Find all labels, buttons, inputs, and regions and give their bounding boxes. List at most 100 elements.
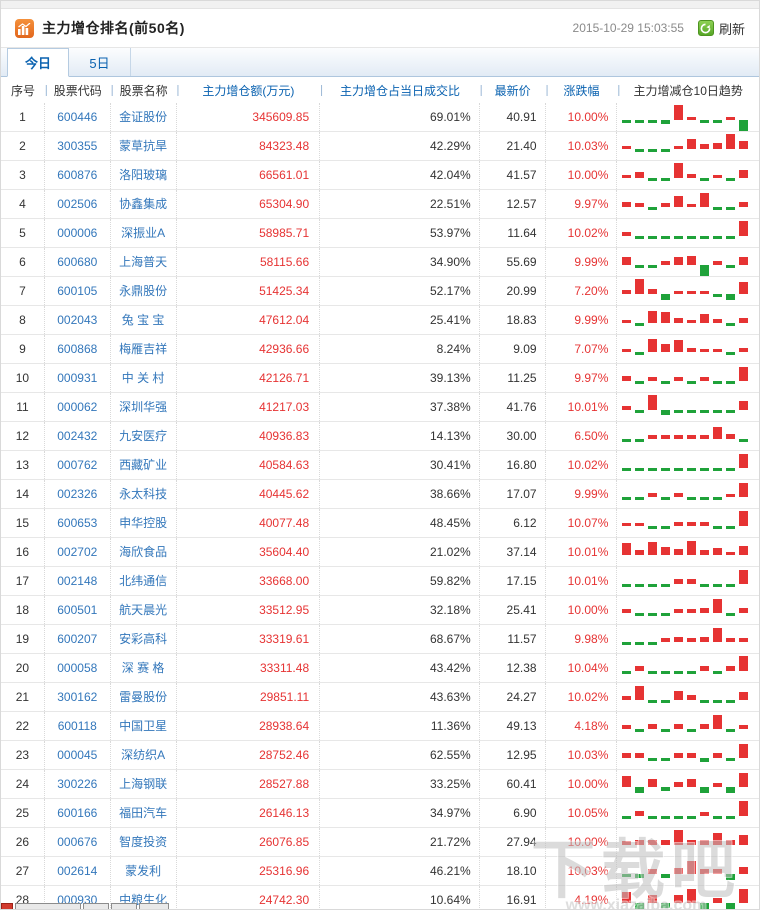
table-row[interactable]: 5 000006 深振业A 58985.71 53.97% 11.64 10.02% [1,219,759,248]
stock-name[interactable]: 上海普天 [111,248,177,276]
trend-bar-up [661,547,671,555]
tab-5day[interactable]: 5日 [69,48,131,76]
table-row[interactable]: 22 600118 中国卫星 28938.64 11.36% 49.13 4.18% [1,712,759,741]
stock-code[interactable]: 000062 [45,393,111,421]
column-header-amount[interactable]: 主力增仓额(万元) [177,82,321,99]
stock-code[interactable]: 002506 [45,190,111,218]
column-header-ratio[interactable]: 主力增仓占当日成交比 [320,82,480,99]
table-row[interactable]: 9 600868 梅雁吉祥 42936.66 8.24% 9.09 7.07% [1,335,759,364]
refresh-button[interactable]: 刷新 [697,19,745,38]
column-header-change[interactable]: 涨跌幅 [546,82,618,99]
table-row[interactable]: 8 002043 兔 宝 宝 47612.04 25.41% 18.83 9.99% [1,306,759,335]
stock-code[interactable]: 600876 [45,161,111,189]
stock-code[interactable]: 600680 [45,248,111,276]
trend-bar-down [661,468,671,471]
table-row[interactable]: 10 000931 中 关 村 42126.71 39.13% 11.25 9.97% [1,364,759,393]
stock-code[interactable]: 000058 [45,654,111,682]
stock-name[interactable]: 金证股份 [111,103,177,131]
stock-name[interactable]: 深振业A [111,219,177,247]
table-row[interactable]: 2 300355 蒙草抗旱 84323.48 42.29% 21.40 10.03% [1,132,759,161]
trend-mini-chart [620,654,756,683]
stock-code[interactable]: 300355 [45,132,111,160]
stock-name[interactable]: 协鑫集成 [111,190,177,218]
tab-today[interactable]: 今日 [7,48,69,77]
stock-code[interactable]: 600166 [45,799,111,827]
stock-name[interactable]: 雷曼股份 [111,683,177,711]
stock-code[interactable]: 300162 [45,683,111,711]
table-row[interactable]: 4 002506 协鑫集成 65304.90 22.51% 12.57 9.97% [1,190,759,219]
table-row[interactable]: 23 000045 深纺织A 28752.46 62.55% 12.95 10.03% [1,741,759,770]
stock-name[interactable]: 北纬通信 [111,567,177,595]
stock-code[interactable]: 600501 [45,596,111,624]
stock-code[interactable]: 000762 [45,451,111,479]
stock-name[interactable]: 智度投资 [111,828,177,856]
stock-code[interactable]: 000045 [45,741,111,769]
stock-name[interactable]: 深 赛 格 [111,654,177,682]
table-row[interactable]: 24 300226 上海钢联 28527.88 33.25% 60.41 10.00% [1,770,759,799]
table-row[interactable]: 11 000062 深圳华强 41217.03 37.38% 41.76 10.01% [1,393,759,422]
stock-name[interactable]: 洛阳玻璃 [111,161,177,189]
stock-code[interactable]: 000006 [45,219,111,247]
stock-code[interactable]: 600207 [45,625,111,653]
stock-name[interactable]: 安彩高科 [111,625,177,653]
table-row[interactable]: 3 600876 洛阳玻璃 66561.01 42.04% 41.57 10.00% [1,161,759,190]
stock-code[interactable]: 002702 [45,538,111,566]
table-row[interactable]: 1 600446 金证股份 345609.85 69.01% 40.91 10.00% [1,103,759,132]
trend-bar-down [713,381,723,384]
stock-name[interactable]: 海欣食品 [111,538,177,566]
table-row[interactable]: 13 000762 西藏矿业 40584.63 30.41% 16.80 10.02% [1,451,759,480]
table-row[interactable]: 21 300162 雷曼股份 29851.11 43.63% 24.27 10.02% [1,683,759,712]
stock-code[interactable]: 600653 [45,509,111,537]
trend-mini-chart [620,799,756,828]
stock-code[interactable]: 002326 [45,480,111,508]
column-header-price[interactable]: 最新价 [480,82,546,99]
column-header-code: 股票代码 [45,82,111,99]
stock-name[interactable]: 永太科技 [111,480,177,508]
table-row[interactable]: 15 600653 申华控股 40077.48 48.45% 6.12 10.07% [1,509,759,538]
table-row[interactable]: 17 002148 北纬通信 33668.00 59.82% 17.15 10.01% [1,567,759,596]
table-row[interactable]: 25 600166 福田汽车 26146.13 34.97% 6.90 10.05% [1,799,759,828]
stock-code[interactable]: 000676 [45,828,111,856]
stock-name[interactable]: 深纺织A [111,741,177,769]
trend-bar-down [635,613,645,616]
stock-code[interactable]: 600868 [45,335,111,363]
trend-bar-up [739,257,749,265]
table-row[interactable]: 12 002432 九安医疗 40936.83 14.13% 30.00 6.50% [1,422,759,451]
stock-code[interactable]: 002432 [45,422,111,450]
stock-code[interactable]: 002614 [45,857,111,885]
stock-code[interactable]: 300226 [45,770,111,798]
stock-name[interactable]: 蒙草抗旱 [111,132,177,160]
stock-name[interactable]: 申华控股 [111,509,177,537]
stock-code[interactable]: 000931 [45,364,111,392]
stock-code[interactable]: 600105 [45,277,111,305]
stock-name[interactable]: 西藏矿业 [111,451,177,479]
trend-bar-up [622,257,632,265]
stock-name[interactable]: 蒙发利 [111,857,177,885]
table-row[interactable]: 6 600680 上海普天 58115.66 34.90% 55.69 9.99% [1,248,759,277]
trend-bar-up [739,773,749,787]
table-row[interactable]: 19 600207 安彩高科 33319.61 68.67% 11.57 9.98% [1,625,759,654]
stock-name[interactable]: 上海钢联 [111,770,177,798]
stock-name[interactable]: 梅雁吉祥 [111,335,177,363]
stock-name[interactable]: 福田汽车 [111,799,177,827]
trend-bar-down [726,236,736,239]
stock-name[interactable]: 航天晨光 [111,596,177,624]
stock-name[interactable]: 深圳华强 [111,393,177,421]
trend-bar-down [635,120,645,123]
table-row[interactable]: 26 000676 智度投资 26076.85 21.72% 27.94 10.00% [1,828,759,857]
stock-code[interactable]: 002148 [45,567,111,595]
table-row[interactable]: 14 002326 永太科技 40445.62 38.66% 17.07 9.99% [1,480,759,509]
stock-code[interactable]: 600446 [45,103,111,131]
table-row[interactable]: 18 600501 航天晨光 33512.95 32.18% 25.41 10.00% [1,596,759,625]
table-row[interactable]: 16 002702 海欣食品 35604.40 21.02% 37.14 10.01% [1,538,759,567]
stock-name[interactable]: 中国卫星 [111,712,177,740]
stock-name[interactable]: 中 关 村 [111,364,177,392]
stock-code[interactable]: 002043 [45,306,111,334]
table-row[interactable]: 27 002614 蒙发利 25316.96 46.21% 18.10 10.03% [1,857,759,886]
stock-code[interactable]: 600118 [45,712,111,740]
stock-name[interactable]: 永鼎股份 [111,277,177,305]
stock-name[interactable]: 九安医疗 [111,422,177,450]
stock-name[interactable]: 兔 宝 宝 [111,306,177,334]
table-row[interactable]: 20 000058 深 赛 格 33311.48 43.42% 12.38 10.04% [1,654,759,683]
table-row[interactable]: 7 600105 永鼎股份 51425.34 52.17% 20.99 7.20% [1,277,759,306]
